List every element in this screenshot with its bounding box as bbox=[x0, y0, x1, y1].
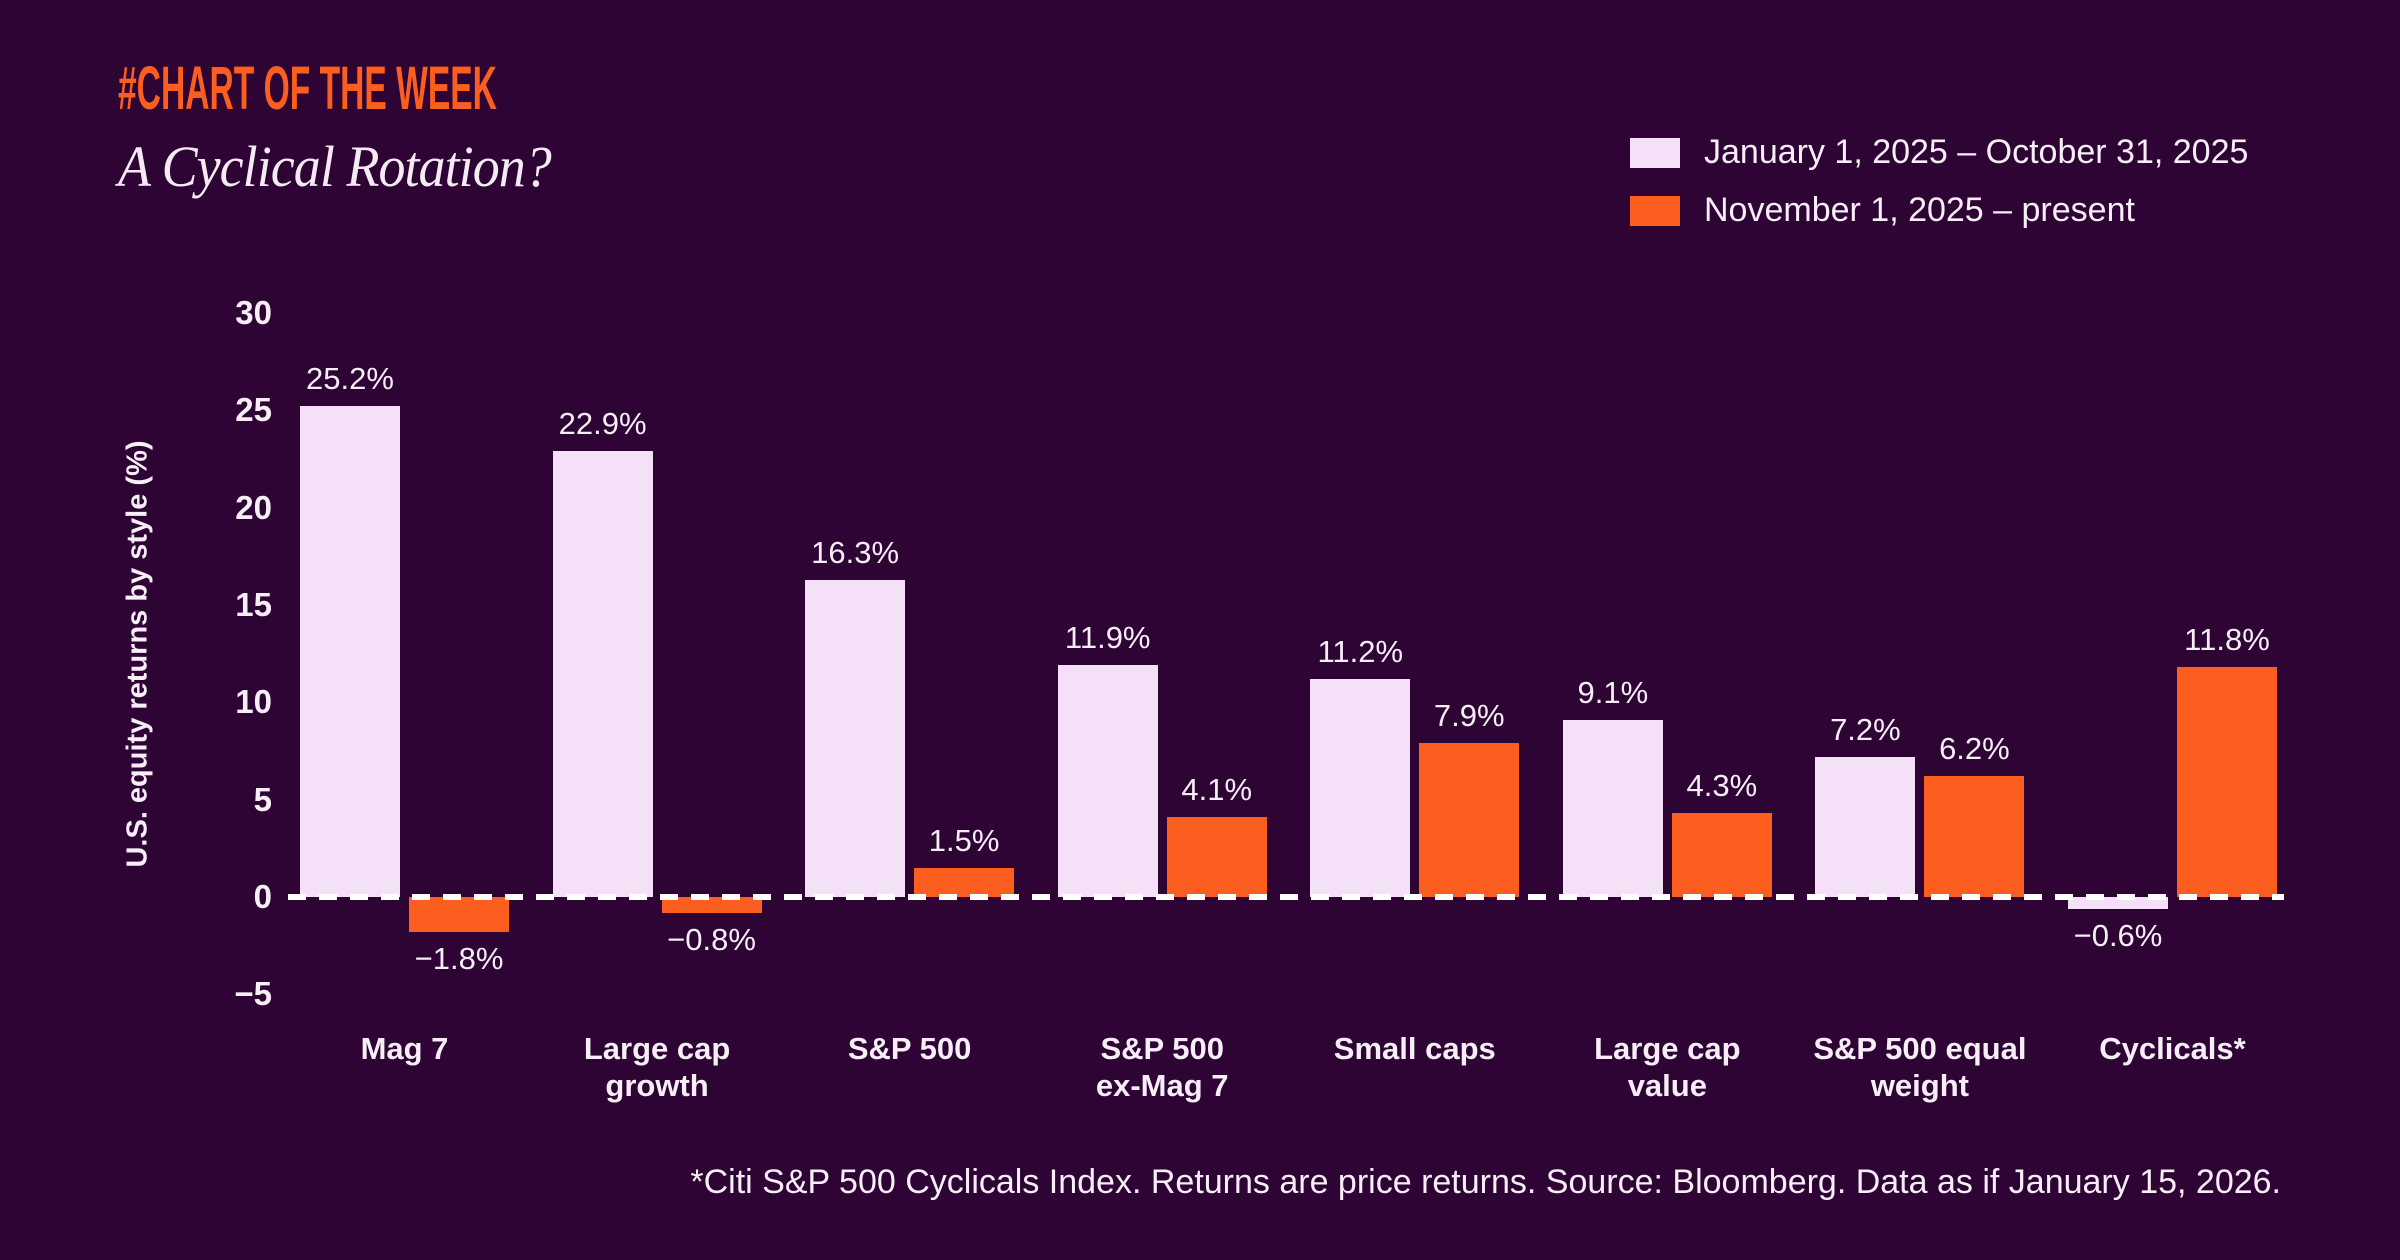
value-label: 11.9% bbox=[1064, 620, 1151, 656]
category-label: Large cap growth bbox=[583, 1031, 731, 1103]
bar-nov-present bbox=[1671, 813, 1772, 897]
page-title: A Cyclical Rotation? bbox=[118, 134, 552, 199]
bar-nov-present bbox=[914, 867, 1015, 897]
y-tick-label: 0 bbox=[253, 878, 272, 915]
value-label: 25.2% bbox=[306, 361, 394, 397]
y-tick-label: 15 bbox=[235, 585, 272, 623]
bar-nov-present bbox=[409, 897, 509, 933]
zero-baseline bbox=[288, 894, 2284, 900]
value-label: 7.9% bbox=[1433, 698, 1505, 734]
value-label: 1.5% bbox=[928, 822, 1000, 858]
bar-jan-oct bbox=[1562, 719, 1663, 897]
value-label: 16.3% bbox=[811, 534, 900, 570]
y-tick-label: 25 bbox=[235, 391, 272, 429]
value-label: 7.2% bbox=[1830, 711, 1901, 747]
value-label: −1.8% bbox=[414, 941, 504, 977]
category-label: S&P 500 bbox=[847, 1031, 972, 1066]
kicker: #CHART OF THE WEEK bbox=[118, 53, 497, 123]
value-label: −0.6% bbox=[2073, 917, 2163, 953]
footnote: *Citi S&P 500 Cyclicals Index. Returns a… bbox=[690, 1163, 2281, 1201]
legend-label-nov-present: November 1, 2025 – present bbox=[1704, 191, 2135, 229]
bar-nov-present bbox=[2176, 667, 2277, 897]
y-tick-label: 20 bbox=[235, 488, 272, 526]
bar-nov-present bbox=[661, 897, 762, 913]
bar-jan-oct bbox=[805, 579, 906, 897]
y-tick-label: −5 bbox=[234, 975, 272, 1013]
chart-legend: January 1, 2025 – October 31, 2025 Novem… bbox=[1630, 133, 2248, 230]
y-tick-label: 10 bbox=[235, 683, 272, 721]
value-label: 4.3% bbox=[1686, 768, 1758, 804]
category-label: S&P 500 equal weight bbox=[1813, 1031, 2027, 1103]
category-label: Small caps bbox=[1333, 1031, 1496, 1066]
bar-nov-present bbox=[1419, 743, 1520, 897]
bar-jan-oct bbox=[1057, 665, 1158, 897]
bar-jan-oct bbox=[552, 451, 653, 897]
legend-swatch-orange bbox=[1630, 195, 1680, 226]
legend-label-jan-oct: January 1, 2025 – October 31, 2025 bbox=[1704, 133, 2249, 171]
bar-nov-present bbox=[1924, 776, 2025, 897]
value-label: 11.2% bbox=[1317, 633, 1404, 669]
legend-item-jan-oct: January 1, 2025 – October 31, 2025 bbox=[1630, 133, 2248, 172]
bar-jan-oct bbox=[2067, 897, 2168, 909]
category-label: Mag 7 bbox=[360, 1031, 449, 1066]
value-label: −0.8% bbox=[667, 921, 756, 957]
bar-jan-oct bbox=[300, 406, 400, 897]
value-label: 4.1% bbox=[1181, 772, 1253, 808]
value-label: 11.8% bbox=[2184, 622, 2270, 658]
value-label: 6.2% bbox=[1939, 731, 2010, 767]
category-label: Cyclicals* bbox=[2099, 1031, 2246, 1066]
value-label: 9.1% bbox=[1577, 674, 1649, 710]
category-label: Large cap value bbox=[1594, 1031, 1741, 1103]
legend-swatch-lavender bbox=[1630, 137, 1680, 168]
legend-item-nov-present: November 1, 2025 – present bbox=[1630, 191, 2248, 230]
bar-jan-oct bbox=[1815, 756, 1916, 897]
bar-nov-present bbox=[1166, 817, 1267, 897]
y-tick-label: 30 bbox=[235, 293, 272, 331]
y-tick-label: 5 bbox=[253, 780, 272, 818]
bar-jan-oct bbox=[1310, 678, 1411, 897]
value-label: 22.9% bbox=[558, 406, 647, 442]
category-label: S&P 500 ex-Mag 7 bbox=[1095, 1031, 1229, 1103]
